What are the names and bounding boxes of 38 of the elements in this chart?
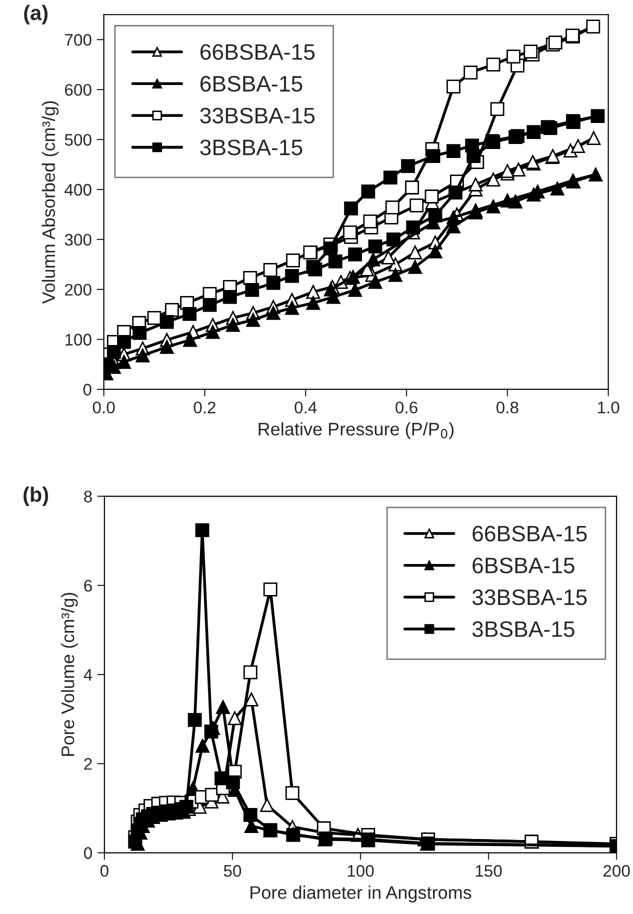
- x-axis-title: Relative Pressure (P/P$_{0}$): [258, 422, 454, 440]
- x-tick-label: 1.0: [598, 402, 620, 414]
- y-axis-title: Volumn Absorbed (cm³/g): [42, 101, 59, 304]
- y-tick-label: 0: [83, 384, 92, 396]
- x-tick-label: 100: [348, 865, 374, 877]
- legend-label: 66BSBA-15: [472, 526, 587, 542]
- y-tick-label: 100: [65, 334, 92, 346]
- y-tick-label: 0: [84, 847, 92, 859]
- chart-title: (a): [24, 4, 48, 24]
- chart-title: (b): [24, 486, 48, 506]
- x-tick-label: 0.2: [194, 402, 216, 414]
- x-axis-title: Pore diameter in Angstroms: [250, 886, 472, 902]
- legend-label: 33BSBA-15: [472, 589, 587, 606]
- y-tick-label: 600: [65, 84, 92, 96]
- y-tick-label: 8: [84, 490, 92, 503]
- y-tick-label: 200: [65, 284, 92, 296]
- legend-label: 66BSBA-15: [200, 44, 315, 60]
- y-axis-title: Pore Volume (cm³/g): [60, 592, 78, 756]
- y-tick-label: 2: [84, 758, 92, 770]
- y-tick-label: 6: [84, 580, 92, 592]
- y-tick-label: 400: [64, 184, 92, 196]
- legend-label: 3BSBA-15: [200, 140, 302, 156]
- x-tick-label: 0.6: [396, 402, 418, 414]
- x-tick-label: 0.0: [92, 402, 115, 414]
- legend-label: 3BSBA-15: [472, 621, 574, 637]
- y-tick-label: 4: [84, 669, 92, 681]
- legend-label: 6BSBA-15: [200, 76, 302, 92]
- y-tick-label: 700: [65, 34, 92, 46]
- x-tick-label: 0.4: [294, 402, 317, 414]
- legend-label: 33BSBA-15: [200, 108, 315, 124]
- legend-label: 6BSBA-15: [472, 558, 574, 574]
- x-tick-label: 200: [603, 865, 630, 877]
- y-tick-label: 300: [64, 234, 92, 246]
- x-tick-label: 150: [476, 865, 502, 877]
- x-tick-label: 0: [100, 865, 108, 877]
- x-tick-label: 0.8: [496, 402, 518, 414]
- x-tick-label: 50: [224, 865, 242, 877]
- y-tick-label: 500: [64, 134, 92, 146]
